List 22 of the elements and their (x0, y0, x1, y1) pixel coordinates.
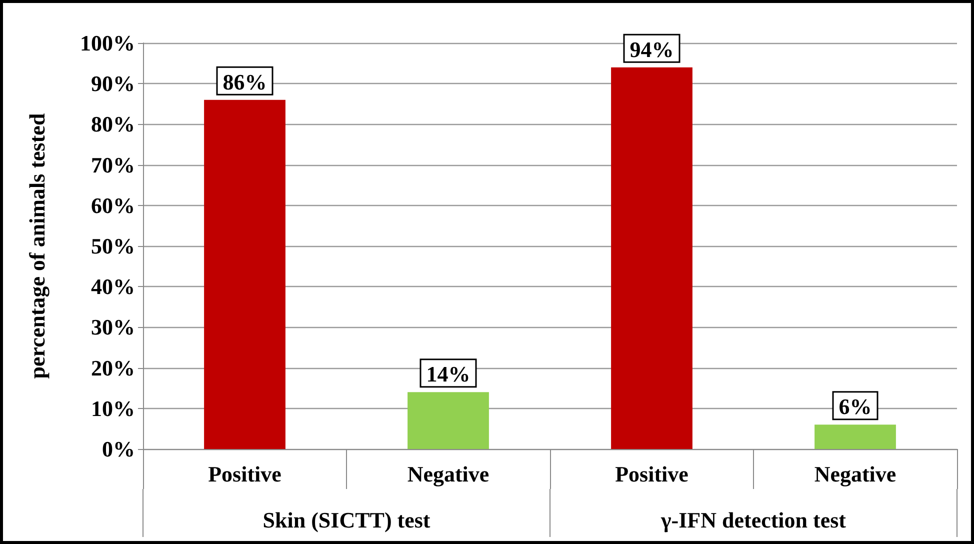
y-tick-label: 30% (91, 314, 135, 340)
y-tick-label: 90% (91, 71, 135, 96)
y-tick-label: 0% (102, 436, 135, 462)
data-label: 86% (222, 69, 267, 94)
x-tick-label: Positive (615, 462, 689, 486)
y-tick-label: 20% (91, 355, 135, 380)
y-tick-label: 70% (91, 152, 135, 178)
y-tick-label: 40% (91, 274, 135, 300)
data-label: 94% (630, 36, 674, 62)
text: γ-IFN detection test (660, 508, 847, 532)
x-tick-label: Negative (814, 462, 896, 486)
y-tick-label: 80% (91, 112, 135, 137)
text: Skin (SICTT) test (262, 508, 431, 532)
y-tick-label: 60% (91, 192, 135, 218)
y-tick-label: 50% (91, 234, 135, 258)
x-tick-label: Negative (407, 462, 490, 486)
y-axis-title: percentage of animals tested (24, 113, 50, 379)
y-tick-label: 10% (91, 396, 135, 421)
y-tick-label: 100% (80, 30, 135, 56)
data-label: 6% (838, 394, 872, 420)
data-label: 14% (426, 362, 470, 387)
x-tick-label: Positive (208, 462, 282, 486)
